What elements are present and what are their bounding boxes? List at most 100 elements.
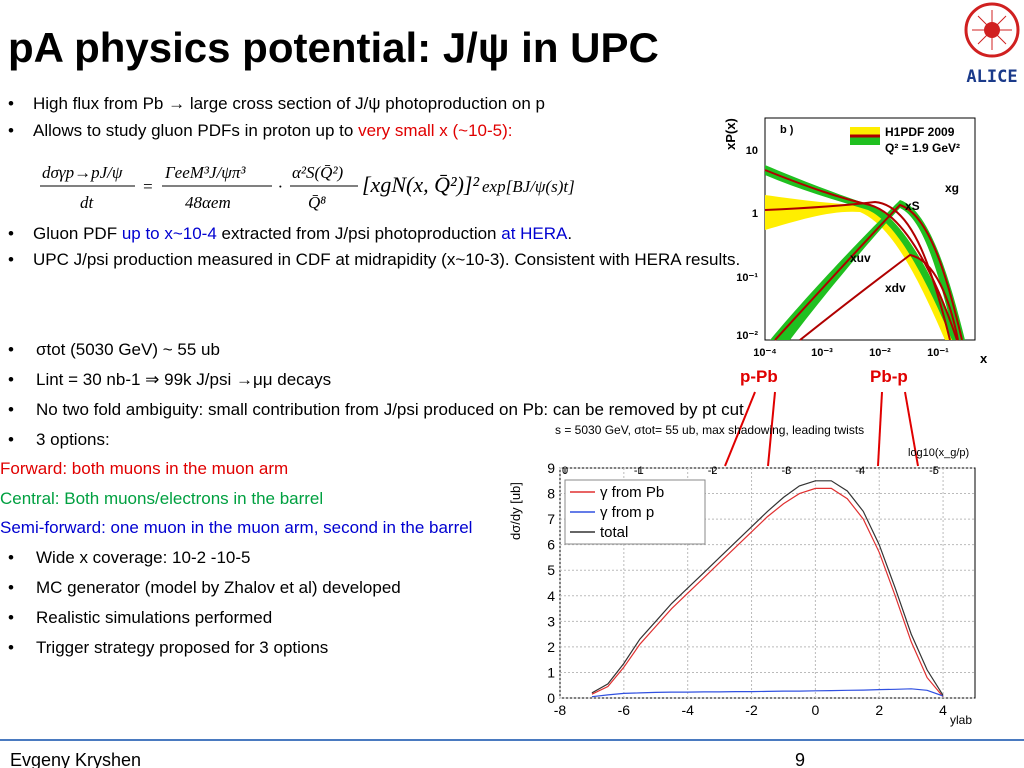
bullet-text: Trigger strategy proposed for 3 options — [36, 638, 328, 657]
series-line — [591, 480, 944, 696]
bullet-marker: • — [8, 250, 14, 269]
legend-title: H1PDF 2009 — [885, 125, 955, 139]
pb-label: p-Pb — [740, 367, 778, 386]
y-axis-label: dσ/dy [ub] — [508, 482, 523, 540]
x-tick-label: -8 — [554, 702, 567, 718]
formula-part: 48αem — [185, 193, 231, 212]
y-tick-label: 3 — [547, 613, 555, 629]
bullet-text: at HERA — [501, 224, 568, 243]
curve-label: xg — [945, 181, 959, 195]
top-tick-label: -2 — [708, 465, 718, 477]
plot-title: s = 5030 GeV, σtot= 55 ub, max shadowing… — [555, 423, 864, 437]
legend-q: Q² = 1.9 GeV² — [885, 141, 960, 155]
pb-label: Pb-p — [870, 367, 908, 386]
bullet: No two fold ambiguity: small contributio… — [36, 400, 744, 419]
panel-label: b ) — [780, 124, 794, 136]
y-tick-label: 7 — [547, 511, 555, 527]
bullet-marker: • — [8, 608, 14, 627]
y-tick-label: 4 — [547, 588, 555, 604]
legend-label: total — [600, 524, 628, 541]
page-number: 9 — [795, 750, 805, 768]
top-tick-label: 0 — [562, 465, 568, 477]
formula-part: · — [278, 177, 282, 196]
bullet-marker: • — [8, 370, 14, 389]
legend-label: γ from p — [600, 504, 654, 521]
bullet-marker: • — [8, 578, 14, 597]
x-label: x — [980, 351, 988, 366]
curve-label: xuv — [850, 251, 871, 265]
bullet: Forward: both muons in the muon arm — [0, 459, 288, 478]
x-tick-label: -2 — [745, 702, 758, 718]
bullet: Trigger strategy proposed for 3 options — [36, 638, 328, 657]
bullet: Allows to study gluon PDFs in proton up … — [33, 121, 513, 140]
y-tick-label: 1 — [752, 208, 758, 220]
bullet-text: up to x~10-4 — [122, 224, 217, 243]
bullet-text: Allows to study gluon PDFs in proton up … — [33, 121, 358, 140]
bullet-text: Gluon PDF — [33, 224, 122, 243]
legend-box — [564, 479, 706, 545]
formula-part: dσγp→pJ/ψ — [42, 163, 123, 182]
logo: ALICE — [964, 2, 1020, 87]
formula-part: ΓeeM³J/ψπ³ — [164, 163, 246, 182]
formula: dσγp→pJ/ψ dt = ΓeeM³J/ψπ³ 48αem · α²S(Q̄… — [40, 163, 575, 212]
bullet-marker: • — [8, 638, 14, 657]
x-tick-label: 10⁻⁴ — [753, 347, 776, 359]
y-tick-label: 10 — [746, 145, 758, 157]
bullet-text: Wide x coverage: 10-2 -10-5 — [36, 548, 251, 567]
y-tick-label: 8 — [547, 486, 555, 502]
bullet: Lint = 30 nb-1 ⇒ 99k J/psi →μμ decays — [36, 370, 331, 389]
y-tick-label: 9 — [547, 460, 555, 476]
series-line — [591, 688, 944, 698]
title: pA physics potential: J/ψ in UPC — [8, 24, 659, 71]
bullet-marker: • — [8, 121, 14, 140]
bullet-marker: • — [8, 400, 14, 419]
formula-part: Q̄⁸ — [308, 193, 326, 212]
y-tick-label: 2 — [547, 639, 555, 655]
y-tick-label: 0 — [547, 690, 555, 706]
bullet: Wide x coverage: 10-2 -10-5 — [36, 548, 251, 567]
y-tick-label: 6 — [547, 537, 555, 553]
formula-part: α²S(Q̄²) — [292, 163, 344, 182]
bullet: Gluon PDF up to x~10-4 extracted from J/… — [33, 224, 572, 243]
top-axis-label: log10(x_g/p) — [908, 447, 969, 459]
y-label: xP(x) — [723, 118, 738, 150]
bullet-text: 3 options: — [36, 430, 110, 449]
bullet: Central: Both muons/electrons in the bar… — [0, 489, 323, 508]
top-tick-label: -5 — [929, 465, 939, 477]
bullet-text: extracted from J/psi photoproduction — [217, 224, 501, 243]
bullet: Semi-forward: one muon in the muon arm, … — [0, 518, 472, 537]
curve-label: xS — [905, 199, 920, 213]
bullet-text: Lint = 30 nb-1 ⇒ 99k J/psi →μμ decays — [36, 370, 331, 389]
formula-part: exp[BJ/ψ(s)t] — [482, 177, 575, 196]
top-tick-label: -4 — [855, 465, 865, 477]
author: Evgeny Kryshen — [10, 750, 141, 768]
bullet-text: Semi-forward: one muon in the muon arm, … — [0, 518, 472, 537]
bullet-text: Central: Both muons/electrons in the bar… — [0, 489, 323, 508]
curve-label: xdv — [885, 281, 906, 295]
formula-part: [xgN(x, Q̄²)]² — [362, 172, 479, 197]
bullet-marker: • — [8, 340, 14, 359]
bullet-text: . — [567, 224, 572, 243]
bullet-text: σtot (5030 GeV) ~ 55 ub — [36, 340, 220, 359]
bullet-text: Forward: both muons in the muon arm — [0, 459, 288, 478]
y-tick-label: 10⁻¹ — [736, 272, 758, 284]
top-tick-label: -3 — [782, 465, 792, 477]
bullet-text: No two fold ambiguity: small contributio… — [36, 400, 744, 419]
y-tick-label: 10⁻² — [736, 330, 758, 342]
bullet: Realistic simulations performed — [36, 608, 272, 627]
top-tick-label: -1 — [634, 465, 644, 477]
bullet: σtot (5030 GeV) ~ 55 ub — [36, 340, 220, 359]
x-tick-label: 10⁻² — [869, 347, 891, 359]
bullet-marker: • — [8, 94, 14, 113]
formula-part: = — [142, 177, 153, 196]
yield-plot: 0 1 2 3 4 5 6 7 8 9 -8 -6 -4 -2 0 2 4 0 -1 -2 -3 -4 -5 s = 5030… — [508, 423, 976, 727]
pdf-plot: b ) H1PDF 2009 Q² = 1.9 GeV² xP(x) x p-P… — [723, 117, 988, 467]
bullet-marker: • — [8, 548, 14, 567]
bullet-text: MC generator (model by Zhalov et al) dev… — [36, 578, 401, 597]
x-tick-label: 2 — [875, 702, 883, 718]
x-tick-label: -4 — [681, 702, 694, 718]
x-tick-label: 10⁻³ — [811, 347, 833, 359]
bullet-marker: • — [8, 430, 14, 449]
x-axis-label: ylab — [950, 713, 972, 727]
